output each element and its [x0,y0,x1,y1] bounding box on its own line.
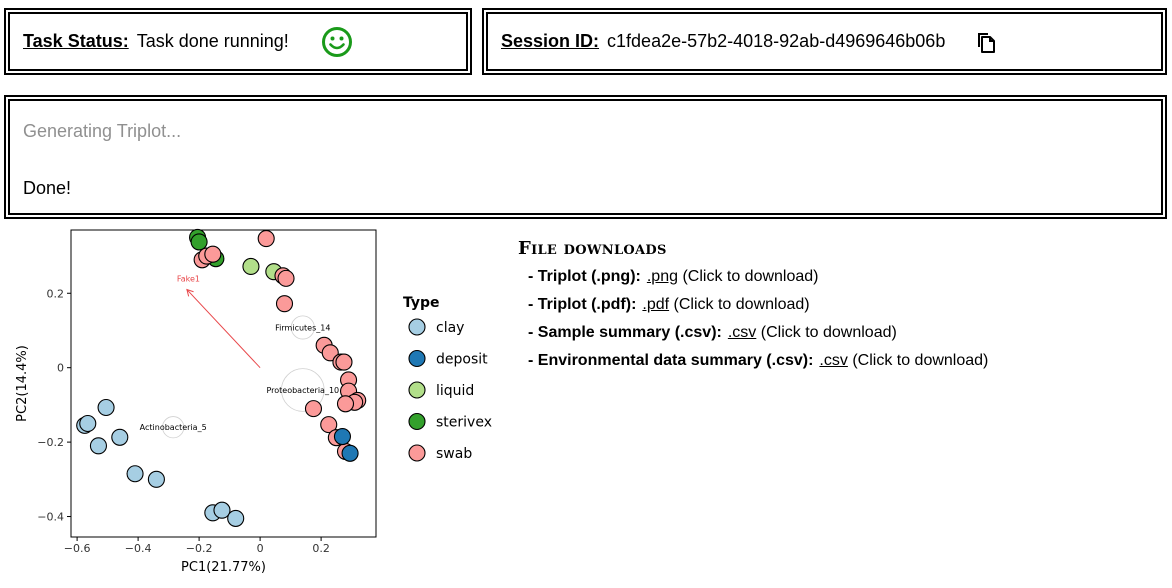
taxon-circle [281,368,325,412]
data-point [213,501,231,519]
data-point [97,398,115,417]
legend-swatch [408,349,426,368]
data-point [227,509,245,527]
x-tick-label: −0.6 [64,542,91,555]
taxon-label: Actinobacteria_5 [140,423,207,432]
y-tick-label: −0.4 [37,511,64,524]
x-tick-label: −0.2 [186,542,213,555]
data-point [320,416,338,434]
session-id-label: Session ID: [501,31,600,51]
legend-label: sterivex [436,415,492,431]
x-tick-label: −0.4 [125,542,152,555]
file-downloads-title: File downloads [518,238,667,259]
plot-frame [70,229,377,538]
data-point [333,427,352,446]
download-link[interactable]: .png [646,268,678,285]
legend-title: Type [403,295,440,311]
data-point [126,465,144,483]
data-point [79,414,97,433]
data-point [147,470,165,488]
taxon-label: Firmicutes_14 [275,323,330,332]
file-downloads-section: File downloads - Triplot (.png): .png (Cl… [518,238,988,379]
data-point [257,230,275,248]
data-point [89,437,107,455]
legend-label: swab [436,446,472,462]
triplot-chart: Firmicutes_14 Proteobacteria_10 Actinobact… [15,228,492,575]
data-point [277,269,295,287]
x-tick-label: 0.2 [312,542,330,555]
data-point [275,295,294,313]
download-item: - Triplot (.pdf): .pdf (Click to download… [528,295,988,315]
y-tick-label: 0.2 [47,287,65,300]
y-tick-label: −0.2 [37,436,64,449]
download-item: - Triplot (.png): .png (Click to download… [528,267,988,287]
x-tick-label: 0 [257,542,264,555]
download-link[interactable]: .csv [727,324,757,341]
data-point [335,353,353,371]
file-downloads-list: - Triplot (.png): .png (Click to download… [518,267,988,371]
session-id-panel: Session ID: c1fdea2e-57b2-4018-92ab-d496… [482,8,1167,75]
copy-icon[interactable] [975,30,997,54]
download-item: - Sample summary (.csv): .csv (Click to d… [528,323,988,343]
download-hint: (Click to download) [678,268,819,285]
env-arrow-head [186,288,194,297]
log-done-line: Done! [23,178,72,198]
legend-label: deposit [436,352,488,368]
legend-swatch [408,318,426,336]
task-status-label: Task Status: [23,31,129,51]
data-point [204,245,222,263]
y-tick-label: 0 [57,362,64,375]
download-item-name: - Environmental data summary (.csv): [528,352,814,369]
download-hint: (Click to download) [756,324,897,341]
download-item-name: - Sample summary (.csv): [528,324,722,341]
download-item: - Environmental data summary (.csv): .csv… [528,351,988,371]
legend-swatch [408,444,426,462]
download-link[interactable]: .pdf [642,296,670,313]
smiley-icon [321,26,353,58]
log-progress-line: Generating Triplot... [23,121,182,141]
session-id-value: c1fdea2e-57b2-4018-92ab-d4969646b06b [607,31,946,51]
data-point [341,444,359,462]
x-axis-label: PC1(21.77%) [181,560,266,575]
legend-swatch [408,412,426,431]
env-arrow-label: Fake1 [177,275,200,284]
y-axis-label: PC2(14.4%) [15,345,30,422]
legend-swatch [408,381,426,399]
data-point [111,428,129,446]
download-item-name: - Triplot (.pdf): [528,296,637,313]
log-panel: Generating Triplot... Done! [4,95,1167,219]
data-point [242,257,260,276]
legend-label: liquid [436,383,474,399]
download-hint: (Click to download) [847,352,989,369]
data-point [304,400,323,418]
data-point [336,395,355,413]
download-hint: (Click to download) [669,296,810,313]
taxon-circle [290,315,315,340]
taxon-label: Proteobacteria_10 [266,386,339,395]
env-arrow [186,289,261,369]
task-status-panel: Task Status: Task done running! [4,8,472,75]
download-item-name: - Triplot (.png): [528,268,641,285]
legend-label: clay [436,320,464,336]
task-status-text: Task done running! [136,31,289,51]
download-link[interactable]: .csv [819,352,848,369]
data-point [190,233,208,251]
taxon-circle [162,416,185,439]
